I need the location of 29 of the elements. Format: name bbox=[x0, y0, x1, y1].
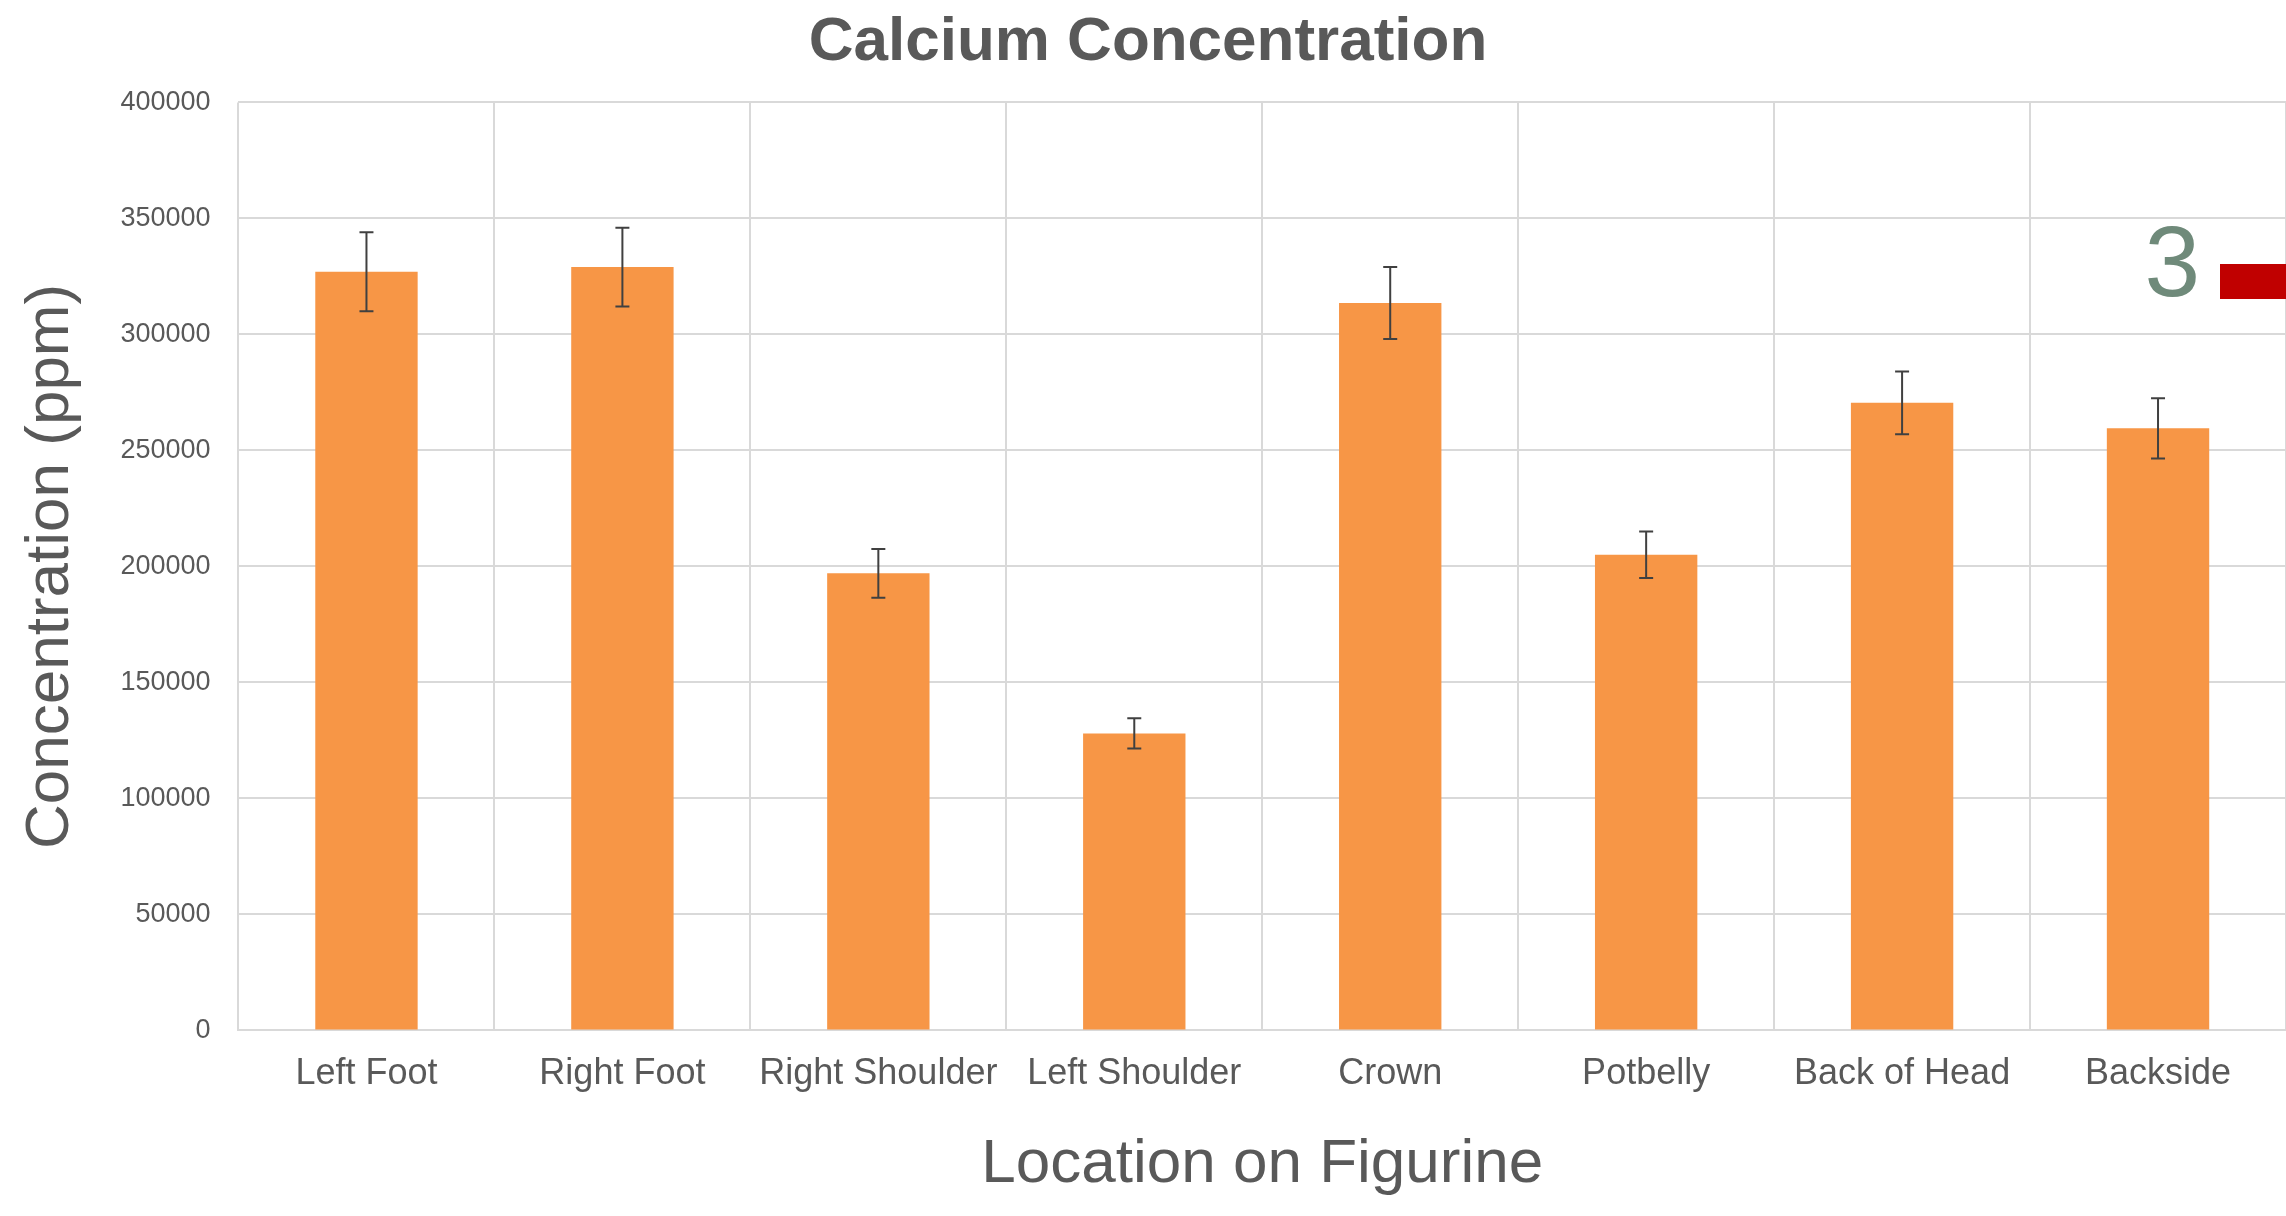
y-tick-label: 200000 bbox=[120, 549, 211, 580]
y-tick-label: 350000 bbox=[120, 201, 211, 232]
x-tick-label: Right Shoulder bbox=[759, 1050, 998, 1092]
bar bbox=[827, 573, 930, 1030]
x-tick-label: Right Foot bbox=[539, 1050, 706, 1092]
bar bbox=[571, 267, 674, 1030]
x-axis-title: Location on Figurine bbox=[981, 1125, 1544, 1195]
x-tick-label: Crown bbox=[1338, 1050, 1443, 1092]
x-tick-label: Potbelly bbox=[1582, 1050, 1711, 1092]
bar bbox=[315, 271, 418, 1030]
x-tick-label: Left Shoulder bbox=[1027, 1050, 1242, 1092]
y-tick-label: 50000 bbox=[135, 897, 211, 928]
bar bbox=[2106, 428, 2210, 1030]
bar bbox=[1594, 554, 1698, 1030]
x-tick-label: Back of Head bbox=[1794, 1050, 2011, 1092]
y-tick-label: 100000 bbox=[120, 781, 211, 812]
chart-title: Calcium Concentration bbox=[808, 4, 1488, 74]
bar bbox=[1850, 402, 1954, 1030]
y-tick-label: 300000 bbox=[120, 317, 211, 348]
x-tick-label: Backside bbox=[2084, 1050, 2232, 1092]
bar bbox=[1083, 733, 1186, 1030]
y-tick-label: 150000 bbox=[120, 665, 211, 696]
y-axis-title: Concentration (ppm) bbox=[12, 283, 82, 849]
x-tick-label: Left Foot bbox=[295, 1050, 438, 1092]
y-tick-label: 400000 bbox=[120, 85, 211, 116]
y-tick-label: 0 bbox=[195, 1013, 211, 1044]
annotation: 3 bbox=[2144, 204, 2200, 317]
y-tick-label: 250000 bbox=[120, 433, 211, 464]
bar bbox=[1339, 303, 1442, 1030]
